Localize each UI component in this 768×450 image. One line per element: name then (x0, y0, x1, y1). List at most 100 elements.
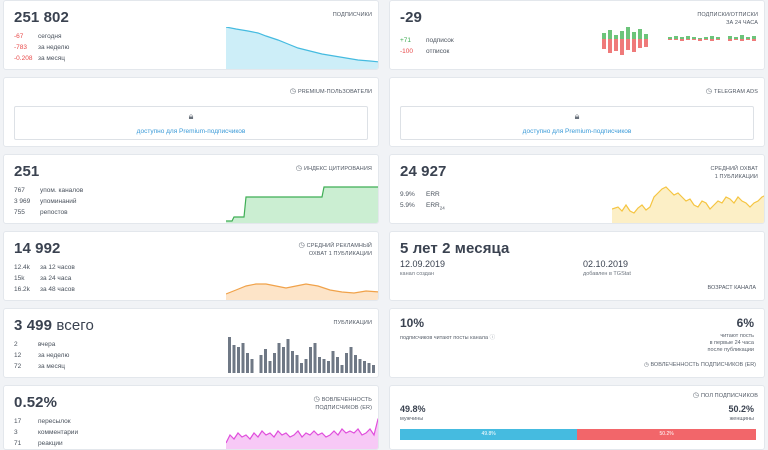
publication-bar (228, 337, 231, 373)
created-box: 12.09.2019 канал создан (400, 259, 445, 277)
stat-text: подписок (426, 37, 454, 44)
publication-bar (345, 353, 348, 373)
telegram-ads-link[interactable]: доступно для Premium-подписчиков (522, 128, 632, 135)
stat-num: 767 (14, 187, 25, 194)
publications-word: всего (56, 317, 94, 334)
premium-label[interactable]: ◷ premium-пользователи (290, 88, 372, 96)
engagement-chart[interactable] (226, 413, 379, 449)
publication-bar (237, 347, 240, 373)
subs-bar (746, 37, 750, 39)
added-date: 02.10.2019 (583, 259, 629, 269)
stat-num: 12.4k (14, 264, 30, 271)
subs-bar (704, 37, 708, 39)
female-bar-segment: 50.2% (577, 429, 756, 440)
publication-bar (250, 359, 254, 373)
stat-num: 2 (14, 341, 18, 348)
subs-bar (608, 30, 612, 39)
engagement-er-label[interactable]: ◷ вовлеченность подписчиков (ER) (644, 362, 756, 369)
publication-bar (349, 347, 353, 373)
stat-num: -100 (400, 48, 414, 55)
avg-reach-label[interactable]: средний охват 1 публикации (710, 165, 758, 181)
publication-bar (331, 351, 335, 373)
stat-text: упоминаний (40, 198, 77, 205)
stat-num: 16.2k (14, 286, 30, 293)
unsubs-bar (638, 39, 642, 48)
read-share-left-text: подписчиков читают посты канала ⓘ (400, 335, 495, 342)
subs-bar (728, 36, 732, 39)
read-share-left-pct: 10% (400, 316, 425, 330)
engagement-label[interactable]: ◷ вовлеченность подписчиков (ER) (314, 396, 372, 412)
subscribers-chart[interactable] (226, 27, 379, 69)
stat-num: -783 (14, 44, 28, 51)
ad-reach-card: 14 992 ◷ средний рекламный охват 1 публик… (3, 231, 379, 301)
citation-value: 251 (14, 163, 40, 180)
channel-age-label[interactable]: возраст канала (707, 285, 756, 291)
publication-bar (268, 361, 272, 373)
stat-text: сегодня (38, 33, 62, 40)
read-share-right-text: читают пость в первые 24 часа после публ… (708, 333, 754, 354)
avg-reach-value: 24 927 (400, 163, 447, 180)
engagement-er-label-text: вовлеченность подписчиков (ER) (650, 362, 756, 368)
stat-num: 72 (14, 363, 22, 370)
citation-chart[interactable] (226, 181, 379, 223)
subs-bar (692, 37, 696, 39)
subscribers-stats: -67 сегодня -783 за неделю -0.208 за месяц (14, 31, 69, 64)
male-label: мужчины (400, 416, 424, 422)
subs-bar (638, 29, 642, 39)
citation-card: 251 ◷ индекс цитирования 767 упом. каналов… (3, 154, 379, 224)
citation-label[interactable]: ◷ индекс цитирования (296, 165, 372, 173)
premium-link[interactable]: доступно для Premium-подписчиков (136, 128, 246, 135)
subs-bar (698, 38, 702, 39)
stat-text: упом. каналов (40, 187, 84, 194)
unsubs-bar (746, 39, 750, 40)
gender-label[interactable]: ◷ пол подписчиков (693, 392, 758, 400)
clock-icon: ◷ (298, 242, 305, 249)
subs-bar (710, 36, 714, 39)
subscribers-label[interactable]: подписчики (332, 12, 372, 18)
engagement-card: 0.52% ◷ вовлеченность подписчиков (ER) 17… (3, 385, 379, 450)
subs-unsubs-card: -29 подписки/отписки за 24 часа +71 подпи… (389, 0, 765, 70)
publication-bar (273, 353, 276, 373)
created-label: канал создан (400, 271, 434, 277)
publications-chart[interactable] (228, 329, 376, 373)
female-pct: 50.2% (728, 404, 754, 414)
unsubs-bar (626, 39, 630, 50)
stat-num: 755 (14, 209, 25, 216)
lock-icon: 🔒︎ (188, 111, 194, 121)
publication-bar (259, 355, 263, 373)
unsubs-bar (698, 39, 702, 41)
left-text: подписчиков читают посты канала (400, 335, 489, 341)
publication-bar (322, 359, 326, 373)
publication-bar (354, 355, 357, 373)
gender-label-text: пол подписчиков (700, 393, 758, 399)
stat-text: за неделю (38, 352, 70, 359)
subs-unsubs-label[interactable]: подписки/отписки за 24 часа (697, 11, 758, 27)
info-icon[interactable]: ⓘ (489, 335, 496, 341)
subs-bar (740, 35, 744, 39)
avg-reach-chart[interactable] (612, 183, 765, 223)
publication-bar (309, 347, 312, 373)
male-pct: 49.8% (400, 404, 426, 414)
label-line1: подписки/отписки (697, 12, 758, 18)
publications-label[interactable]: публикации (333, 320, 372, 326)
telegram-ads-label[interactable]: ◷ telegram ads (706, 88, 758, 96)
lock-icon: 🔒︎ (574, 111, 580, 121)
right-line2: в первые 24 часа (709, 340, 754, 346)
unsubs-bar (734, 39, 738, 40)
unsubs-bar (620, 39, 624, 55)
stat-num: 15k (14, 275, 25, 282)
ad-reach-label[interactable]: ◷ средний рекламный охват 1 публикации (298, 242, 372, 258)
avg-reach-stats: 9.9% ERR 5.9% ERR24 (400, 189, 445, 213)
label-line1: средний охват (710, 166, 758, 172)
subs-unsubs-chart[interactable] (602, 19, 762, 59)
premium-card: ◷ premium-пользователи 🔒︎ доступно для Pr… (3, 77, 379, 147)
channel-age-value: 5 лет 2 месяца (400, 240, 510, 257)
ad-reach-chart[interactable] (226, 260, 379, 300)
subs-unsubs-stats: +71 подписок -100 отписок (400, 35, 454, 57)
subs-bar (716, 37, 720, 39)
gender-bar[interactable]: 49.8% 50.2% (400, 429, 756, 440)
subs-bar (680, 37, 684, 39)
stat-text: пересылок (38, 418, 71, 425)
unsubs-bar (644, 39, 648, 47)
stat-num: -0.208 (14, 55, 33, 62)
